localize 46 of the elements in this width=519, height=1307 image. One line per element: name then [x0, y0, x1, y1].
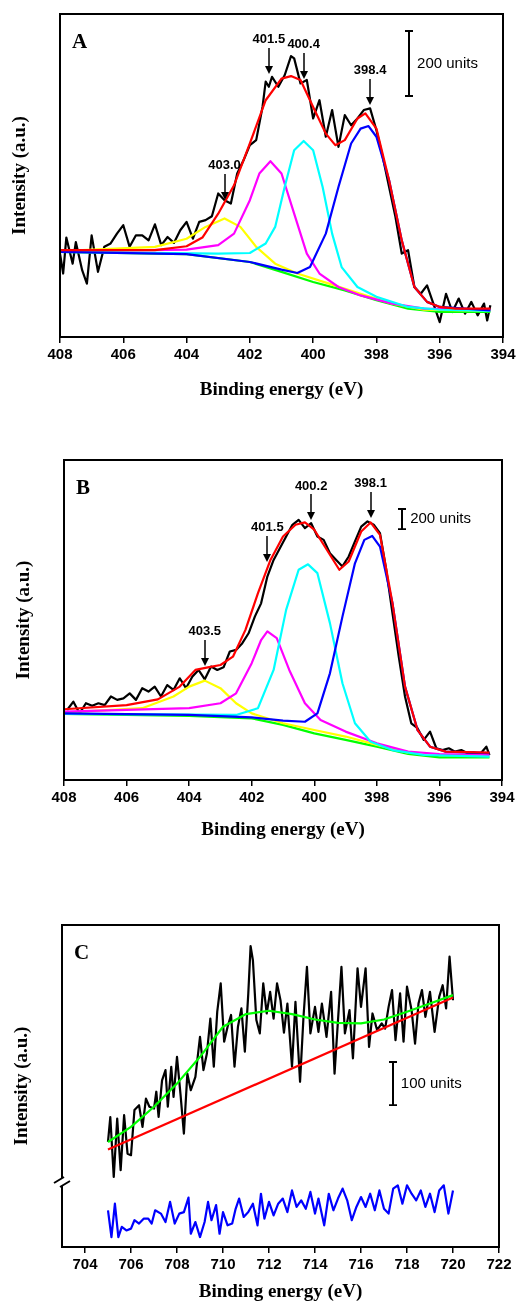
chart-title: A — [72, 28, 88, 53]
annotation: 403.0 — [208, 157, 241, 173]
annotation: 398.4 — [353, 61, 388, 77]
annotation: 400.4 — [287, 36, 321, 52]
annotation: 403.5 — [188, 623, 222, 639]
x-tick-label: 400 — [300, 345, 326, 363]
x-axis-title: Binding energy (eV) — [199, 377, 364, 400]
x-tick-label: 716 — [348, 1255, 374, 1273]
y-axis-title: Intensity (a.u.) — [11, 560, 34, 680]
x-tick-label: 404 — [176, 788, 203, 806]
chart-title: B — [76, 474, 91, 499]
x-tick-label: 402 — [239, 788, 265, 806]
x-tick-label: 408 — [47, 345, 73, 363]
x-tick-label: 402 — [237, 345, 263, 363]
x-tick-label: 398 — [364, 788, 390, 806]
annotation: 401.5 — [252, 30, 286, 46]
annotation: 200 units — [410, 509, 472, 527]
x-tick-label: 404 — [174, 345, 200, 363]
x-tick-label: 408 — [51, 788, 77, 806]
x-axis-title: Binding energy (eV) — [201, 817, 365, 840]
annotation: 401.5 — [251, 519, 284, 535]
x-tick-label: 722 — [486, 1255, 512, 1273]
x-tick-label: 406 — [110, 345, 136, 363]
x-tick-label: 710 — [210, 1255, 236, 1273]
x-tick-label: 706 — [118, 1255, 144, 1273]
x-tick-label: 712 — [256, 1255, 282, 1273]
annotation: 100 units — [400, 1073, 462, 1091]
x-tick-label: 396 — [426, 788, 452, 806]
chart-title: C — [74, 939, 90, 964]
x-tick-label: 394 — [490, 345, 517, 363]
annotation: 200 units — [417, 53, 478, 71]
x-tick-label: 714 — [302, 1255, 329, 1273]
annotation: 398.1 — [354, 474, 387, 490]
x-tick-label: 396 — [427, 345, 453, 363]
x-tick-label: 718 — [394, 1255, 420, 1273]
x-tick-label: 400 — [301, 788, 327, 806]
x-tick-label: 398 — [363, 345, 389, 363]
y-axis-title: Intensity (a.u.) — [7, 116, 30, 235]
x-tick-label: 720 — [440, 1255, 466, 1273]
annotation: 400.2 — [294, 477, 328, 493]
x-tick-label: 708 — [164, 1255, 190, 1273]
x-tick-label: 406 — [114, 788, 140, 806]
x-tick-label: 704 — [72, 1255, 99, 1273]
x-axis-title: Binding energy (eV) — [198, 1279, 363, 1302]
y-axis-title: Intensity (a.u.) — [9, 1026, 32, 1146]
x-tick-label: 394 — [489, 788, 516, 806]
